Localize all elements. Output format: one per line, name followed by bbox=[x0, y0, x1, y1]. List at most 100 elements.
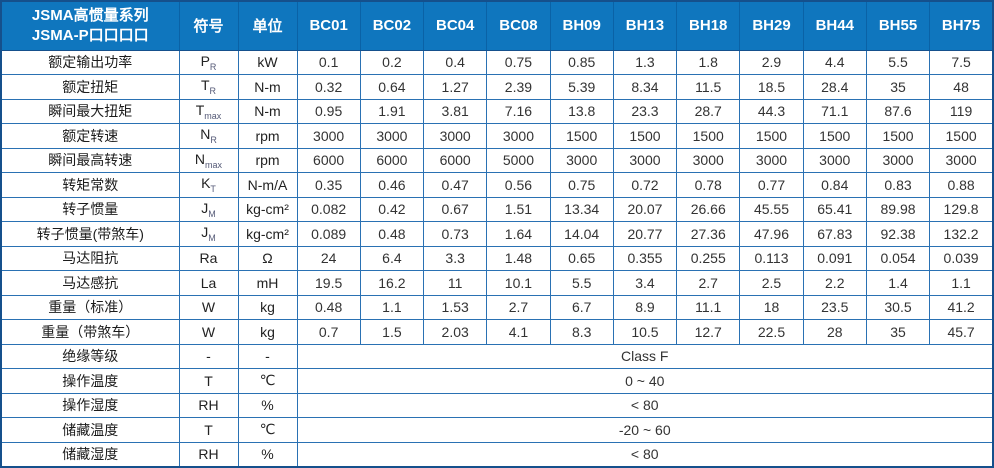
value-cell-bh18: 0.78 bbox=[676, 172, 741, 198]
column-header-unit: 单位 bbox=[237, 0, 298, 51]
value-cell-bh75: 3000 bbox=[929, 147, 994, 174]
value-cell-bh44: 65.41 bbox=[802, 196, 867, 223]
merged-value-cell: < 80 bbox=[296, 392, 994, 419]
value-cell-bh13: 8.34 bbox=[612, 74, 678, 100]
column-header-bh55: BH55 bbox=[865, 0, 931, 51]
row-label: 转子惯量 bbox=[0, 196, 180, 223]
value-cell-bh75: 48 bbox=[929, 74, 994, 100]
value-cell-bh29: 1500 bbox=[739, 123, 804, 149]
value-cell-bh18: 26.66 bbox=[676, 196, 741, 223]
symbol-cell: KT bbox=[178, 172, 239, 198]
table-row: 操作湿度 RH% < 80 bbox=[0, 392, 994, 419]
value-cell-bc01: 19.5 bbox=[296, 270, 361, 296]
merged-value-cell: -20 ~ 60 bbox=[296, 417, 994, 443]
value-cell-bh55: 0.83 bbox=[865, 172, 931, 198]
row-label: 绝缘等级 bbox=[0, 343, 180, 370]
row-label: 操作湿度 bbox=[0, 392, 180, 419]
unit-cell: ℃ bbox=[237, 417, 298, 443]
unit-cell: Ω bbox=[237, 245, 298, 272]
value-cell-bh29: 18 bbox=[739, 294, 804, 321]
value-cell-bc04: 3000 bbox=[423, 123, 488, 149]
value-cell-bh55: 30.5 bbox=[865, 294, 931, 321]
value-cell-bh44: 4.4 bbox=[802, 49, 867, 76]
symbol-cell: Ra bbox=[178, 245, 239, 272]
value-cell-bh44: 28 bbox=[802, 319, 867, 345]
value-cell-bh55: 92.38 bbox=[865, 221, 931, 247]
value-cell-bh29: 3000 bbox=[739, 147, 804, 174]
symbol-cell: JM bbox=[178, 221, 239, 247]
symbol-cell: Nmax bbox=[178, 147, 239, 174]
value-cell-bh29: 2.5 bbox=[739, 270, 804, 296]
value-cell-bh55: 5.5 bbox=[865, 49, 931, 76]
table-row: 转子惯量(带煞车) JM kg-cm² 0.089 0.48 0.73 1.64 14.04 2… bbox=[0, 221, 994, 247]
value-cell-bh29: 0.113 bbox=[739, 245, 804, 272]
value-cell-bc02: 3000 bbox=[359, 123, 425, 149]
value-cell-bh18: 11.5 bbox=[676, 74, 741, 100]
table-row: 转矩常数 KT N-m/A 0.35 0.46 0.47 0.56 0.75 0.72 0.78 0… bbox=[0, 172, 994, 198]
row-label: 额定输出功率 bbox=[0, 49, 180, 76]
value-cell-bc08: 5000 bbox=[486, 147, 551, 174]
unit-cell: N-m bbox=[237, 74, 298, 100]
value-cell-bh29: 45.55 bbox=[739, 196, 804, 223]
value-cell-bh13: 10.5 bbox=[612, 319, 678, 345]
value-cell-bh09: 0.85 bbox=[549, 49, 614, 76]
unit-cell: kg-cm² bbox=[237, 196, 298, 223]
value-cell-bh13: 0.72 bbox=[612, 172, 678, 198]
value-cell-bh55: 35 bbox=[865, 74, 931, 100]
value-cell-bh55: 35 bbox=[865, 319, 931, 345]
unit-cell: mH bbox=[237, 270, 298, 296]
value-cell-bh55: 1500 bbox=[865, 123, 931, 149]
value-cell-bh18: 11.1 bbox=[676, 294, 741, 321]
symbol-cell: La bbox=[178, 270, 239, 296]
value-cell-bc04: 2.03 bbox=[423, 319, 488, 345]
row-label: 操作温度 bbox=[0, 368, 180, 394]
value-cell-bh44: 0.091 bbox=[802, 245, 867, 272]
table-row: 绝缘等级 - - Class F bbox=[0, 343, 994, 370]
table-row: 瞬间最高转速 Nmax rpm 6000 6000 6000 5000 3000 3000 300… bbox=[0, 147, 994, 174]
value-cell-bh18: 27.36 bbox=[676, 221, 741, 247]
value-cell-bh13: 20.07 bbox=[612, 196, 678, 223]
value-cell-bc08: 4.1 bbox=[486, 319, 551, 345]
value-cell-bc01: 3000 bbox=[296, 123, 361, 149]
value-cell-bc04: 0.47 bbox=[423, 172, 488, 198]
merged-value-cell: 0 ~ 40 bbox=[296, 368, 994, 394]
value-cell-bh44: 0.84 bbox=[802, 172, 867, 198]
unit-cell: rpm bbox=[237, 123, 298, 149]
value-cell-bc01: 0.48 bbox=[296, 294, 361, 321]
value-cell-bh29: 22.5 bbox=[739, 319, 804, 345]
column-header-bc01: BC01 bbox=[296, 0, 361, 51]
value-cell-bc04: 1.27 bbox=[423, 74, 488, 100]
symbol-subscript: max bbox=[204, 110, 222, 121]
value-cell-bh13: 3000 bbox=[612, 147, 678, 174]
table-row: 额定输出功率 PR kW 0.1 0.2 0.4 0.75 0.85 1.3 1.8 2.9 4.4 5… bbox=[0, 49, 994, 76]
value-cell-bc08: 2.39 bbox=[486, 74, 551, 100]
column-header-bh75: BH75 bbox=[929, 0, 994, 51]
column-header-bc04: BC04 bbox=[423, 0, 488, 51]
symbol-cell: W bbox=[178, 319, 239, 345]
value-cell-bh75: 129.8 bbox=[929, 196, 994, 223]
value-cell-bh09: 5.39 bbox=[549, 74, 614, 100]
value-cell-bh55: 89.98 bbox=[865, 196, 931, 223]
value-cell-bh44: 67.83 bbox=[802, 221, 867, 247]
value-cell-bh55: 1.4 bbox=[865, 270, 931, 296]
symbol-cell: T bbox=[178, 368, 239, 394]
value-cell-bc04: 11 bbox=[423, 270, 488, 296]
value-cell-bc02: 1.5 bbox=[359, 319, 425, 345]
symbol-subscript: M bbox=[208, 233, 216, 244]
unit-cell: - bbox=[237, 343, 298, 370]
merged-value-cell: Class F bbox=[296, 343, 994, 370]
row-label: 额定转速 bbox=[0, 123, 180, 149]
value-cell-bh75: 41.2 bbox=[929, 294, 994, 321]
value-cell-bh09: 3000 bbox=[549, 147, 614, 174]
unit-cell: N-m/A bbox=[237, 172, 298, 198]
value-cell-bh09: 5.5 bbox=[549, 270, 614, 296]
unit-cell: kW bbox=[237, 49, 298, 76]
value-cell-bh09: 6.7 bbox=[549, 294, 614, 321]
value-cell-bc01: 0.32 bbox=[296, 74, 361, 100]
unit-cell: % bbox=[237, 441, 298, 468]
value-cell-bc01: 0.35 bbox=[296, 172, 361, 198]
value-cell-bh09: 8.3 bbox=[549, 319, 614, 345]
value-cell-bh18: 1.8 bbox=[676, 49, 741, 76]
value-cell-bh29: 2.9 bbox=[739, 49, 804, 76]
